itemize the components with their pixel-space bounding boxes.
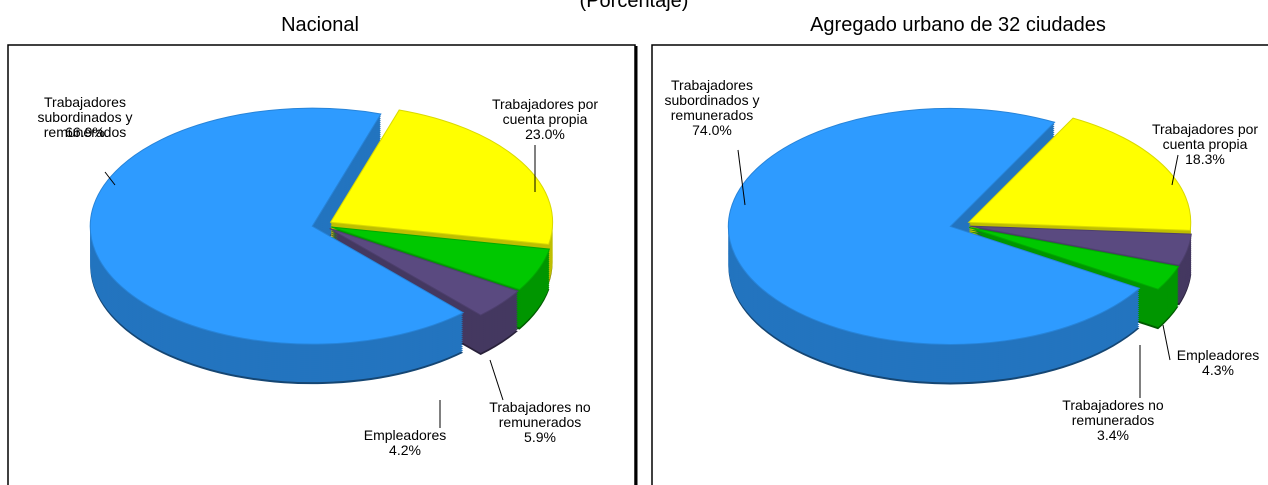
slice-label: Trabajadores por cuenta propia bbox=[1151, 121, 1259, 152]
leader-line bbox=[1162, 324, 1171, 361]
slice bbox=[967, 117, 1192, 231]
page-title: (Porcentaje) bbox=[579, 0, 689, 12]
slice bbox=[329, 109, 554, 245]
slice-value-label: 18.3% bbox=[1185, 151, 1225, 167]
slice-label: Trabajadores no remunerados bbox=[1062, 397, 1164, 428]
slice-label: Empleadores bbox=[1176, 347, 1260, 363]
slice-value-label: 23.0% bbox=[525, 126, 565, 142]
leader-line bbox=[489, 359, 504, 401]
slice bbox=[969, 225, 1192, 266]
slice bbox=[89, 107, 465, 345]
slice bbox=[968, 226, 1180, 290]
slice-value-label: 4.2% bbox=[389, 442, 421, 458]
slice bbox=[727, 107, 1141, 345]
slice-value-label: 5.9% bbox=[524, 429, 556, 445]
slice-value-label: 74.0% bbox=[692, 122, 732, 138]
slice bbox=[331, 226, 551, 291]
leader-line bbox=[737, 149, 746, 206]
slice-label: Trabajadores subordinados y remunerados bbox=[37, 94, 133, 140]
slice-label: Trabajadores subordinados y remunerados bbox=[664, 77, 760, 123]
slice-value-label: 3.4% bbox=[1097, 427, 1129, 443]
slice bbox=[329, 228, 519, 316]
slice-label: Empleadores bbox=[363, 427, 447, 443]
leader-line bbox=[104, 171, 116, 186]
slice-label: Trabajadores no remunerados bbox=[489, 399, 591, 430]
slice-value-label: 4.3% bbox=[1202, 362, 1234, 378]
slice-label: Trabajadores por cuenta propia bbox=[491, 96, 599, 127]
slice-value-label: 66.9% bbox=[65, 124, 105, 140]
leader-line bbox=[1171, 154, 1179, 186]
chart-title: Nacional bbox=[281, 14, 359, 36]
chart-title: Agregado urbano de 32 ciudades bbox=[810, 14, 1106, 36]
